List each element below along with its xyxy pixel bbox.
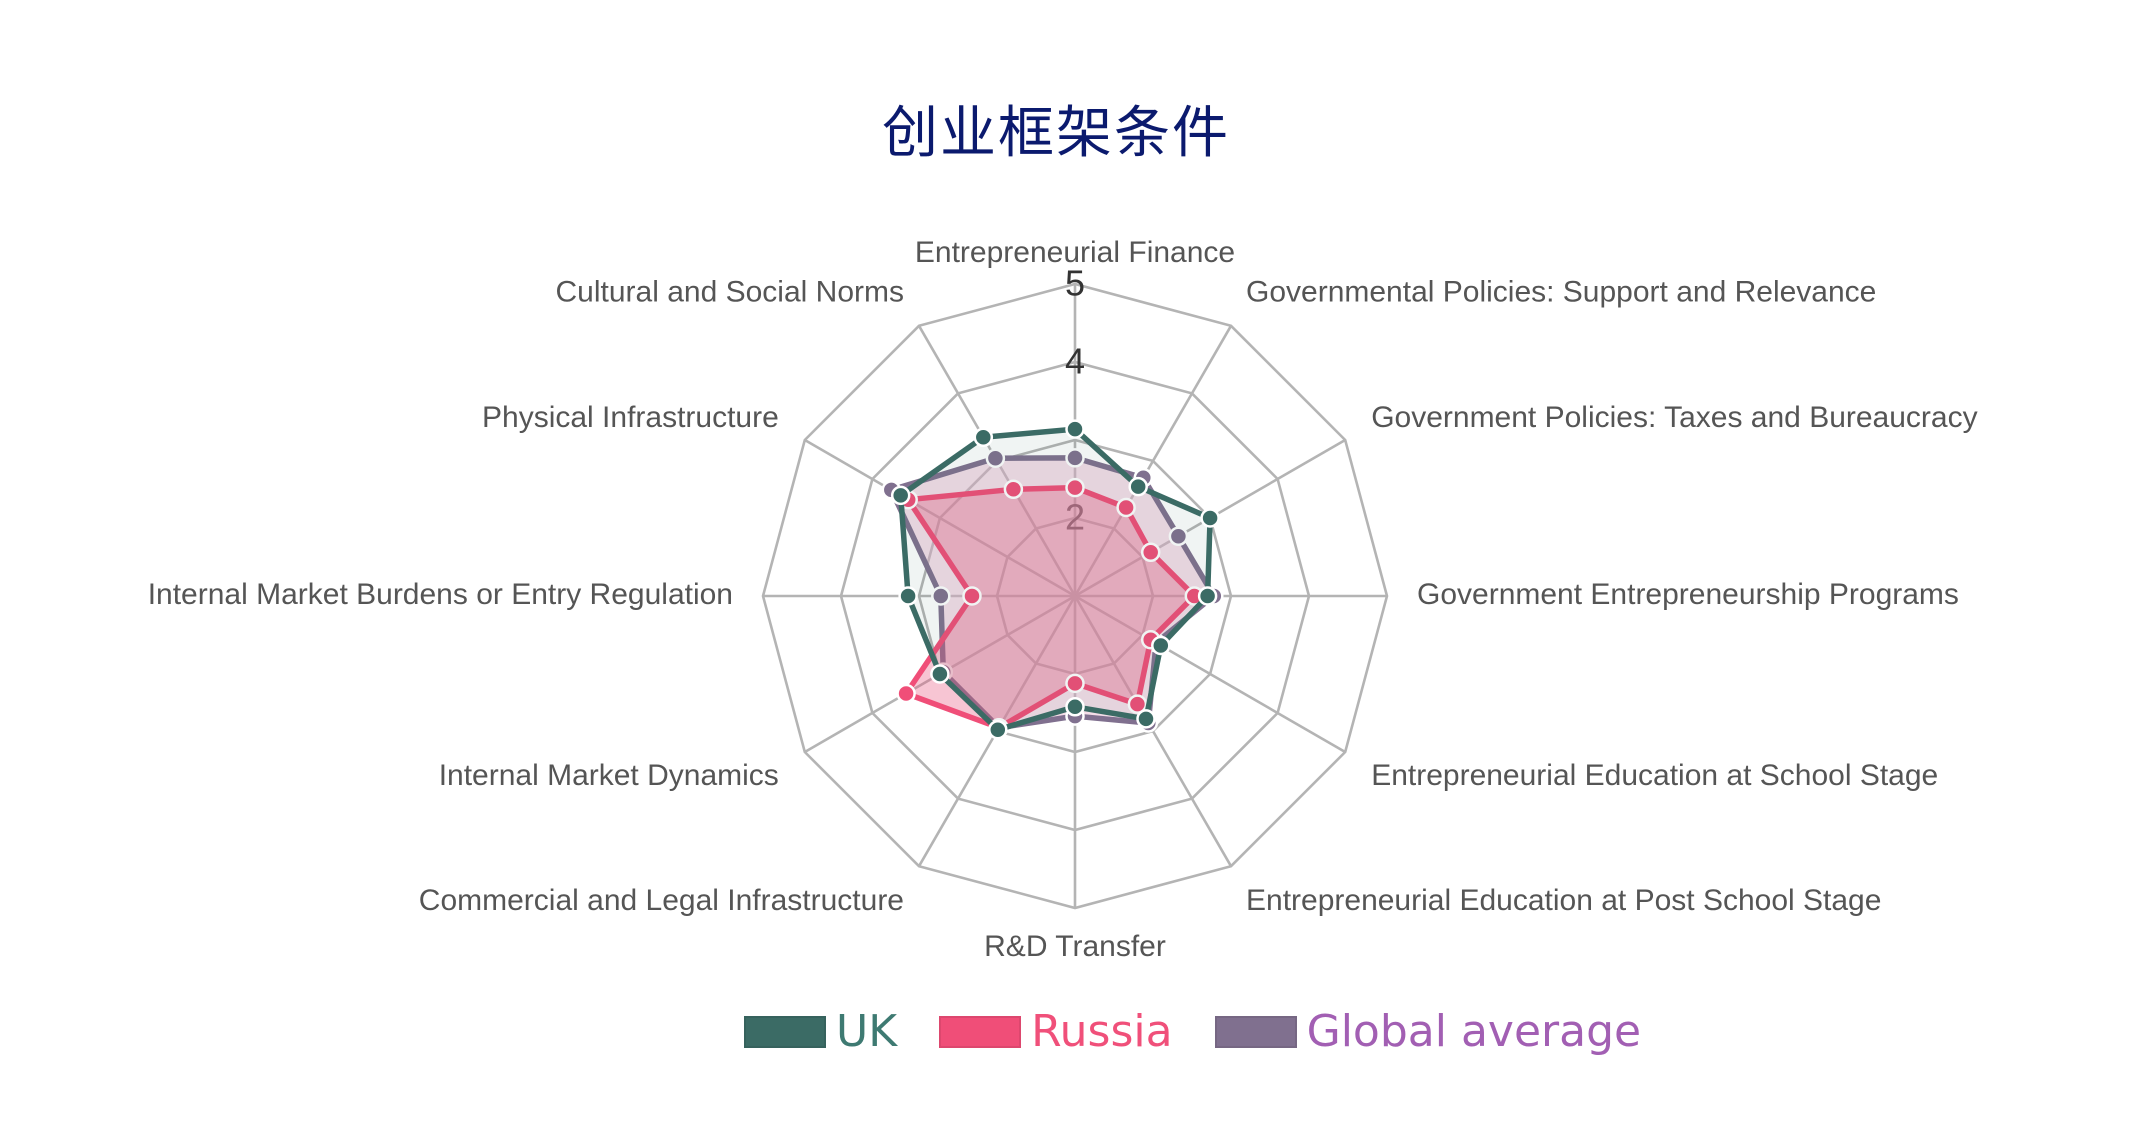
uk-point [1151, 635, 1171, 656]
uk-point [1136, 709, 1156, 729]
uk-point [930, 664, 950, 684]
grid-spoke [1073, 325, 1233, 597]
russia-point [1127, 694, 1148, 714]
uk-point [988, 719, 1008, 740]
uk-point [1065, 419, 1085, 439]
legend-item-global-average[interactable]: Global average [1214, 1006, 1642, 1058]
russia-point [896, 683, 916, 704]
axis-label-cultural-and-social-norms: Cultural and Social Norms [556, 276, 904, 309]
global-average-point [931, 586, 951, 606]
grid-spoke [1074, 594, 1346, 754]
legend-label-russia: Russia [1031, 1006, 1173, 1057]
series-uk [890, 419, 1220, 740]
uk-area [897, 426, 1213, 733]
grid-spoke [804, 438, 1076, 598]
tick-label: 5 [1065, 263, 1085, 304]
legend-label-global-average: Global average [1306, 1006, 1642, 1057]
axis-label-physical-infrastructure: Physical Infrastructure [482, 401, 779, 434]
radar-axis-labels: Entrepreneurial Finance Governmental Poli… [148, 236, 1978, 963]
russia-point [1140, 542, 1161, 563]
global-average-point [1065, 448, 1085, 468]
uk-point [1065, 697, 1085, 717]
legend-label-uk: UK [836, 1006, 898, 1057]
legend-swatch-uk [744, 1016, 826, 1048]
russia-point [1065, 477, 1085, 498]
uk-point [1200, 508, 1220, 528]
axis-label-entrepreneurial-education-at-school-stage: Entrepreneurial Education at School Stag… [1371, 759, 1938, 792]
russia-point [1003, 479, 1024, 500]
uk-point [898, 586, 918, 606]
axis-label-internal-market-dynamics: Internal Market Dynamics [439, 759, 779, 792]
russia-point [1116, 497, 1136, 518]
radar-tick-labels: 2 4 5 [1065, 263, 1085, 538]
series-russia [896, 477, 1205, 738]
axis-label-entrepreneurial-education-at-post-school-stage: Entrepreneurial Education at Post School… [1246, 884, 1881, 917]
axis-label-r-d-transfer: R&D Transfer [984, 930, 1166, 963]
axis-label-internal-market-burdens-or-entry-regulation: Internal Market Burdens or Entry Regulat… [148, 578, 733, 611]
uk-point [890, 485, 911, 506]
legend-swatch-russia [939, 1016, 1022, 1048]
axis-label-entrepreneurial-finance: Entrepreneurial Finance [915, 236, 1235, 269]
uk-point [973, 427, 994, 448]
legend-item-uk[interactable]: UK [744, 1006, 897, 1058]
radar-series [881, 419, 1224, 740]
legend: UK Russia Global average [744, 1006, 1641, 1058]
global-average-point [985, 448, 1006, 468]
chart-title: 创业框架条件 [882, 101, 1230, 166]
tick-label: 2 [1065, 497, 1085, 538]
axis-label-governmental-policies-support-and-relevance: Governmental Policies: Support and Relev… [1246, 276, 1876, 309]
russia-point [962, 586, 982, 606]
legend-swatch-global-average [1214, 1016, 1297, 1048]
legend-item-russia[interactable]: Russia [939, 1006, 1173, 1058]
russia-point [1065, 673, 1085, 694]
tick-label: 4 [1065, 341, 1085, 382]
uk-point [1197, 586, 1218, 606]
uk-point [1128, 476, 1148, 497]
global-average-point [1168, 526, 1189, 547]
axis-label-government-policies-taxes-and-bureaucracy: Government Policies: Taxes and Bureaucra… [1371, 401, 1977, 434]
axis-label-commercial-and-legal-infrastructure: Commercial and Legal Infrastructure [419, 884, 904, 917]
axis-label-government-entrepreneurship-programs: Government Entrepreneurship Programs [1417, 578, 1959, 611]
